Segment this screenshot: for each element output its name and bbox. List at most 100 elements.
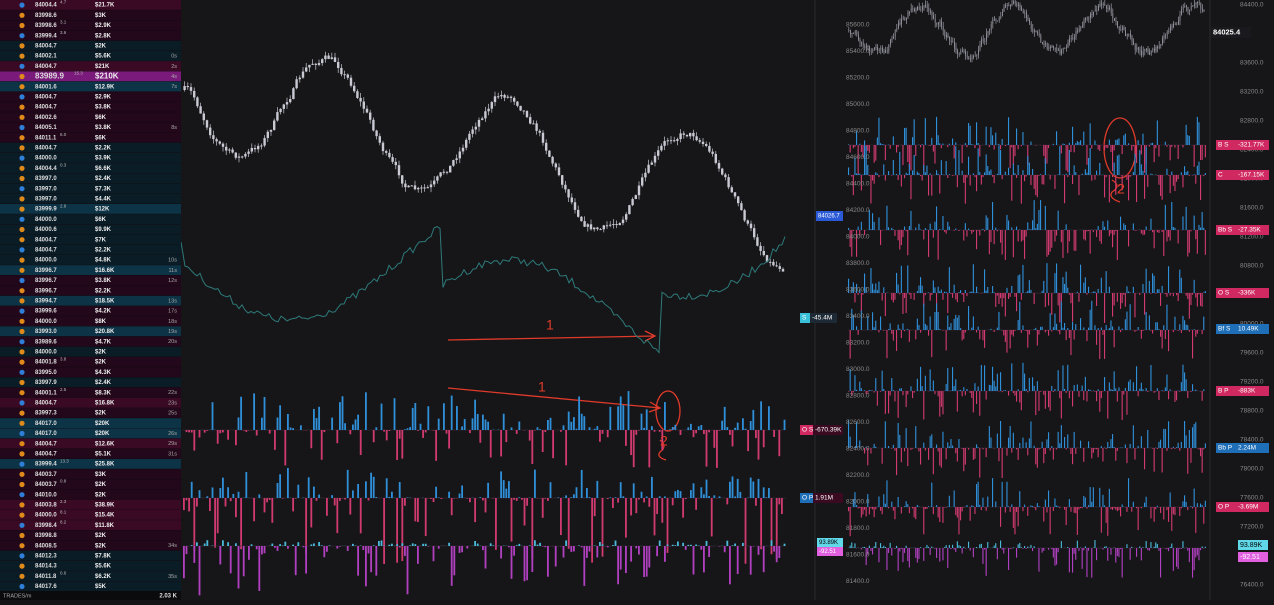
volume-bar <box>1061 302 1062 330</box>
volume-bar <box>962 293 963 295</box>
volume-bar <box>1114 293 1115 305</box>
volume-bar <box>1190 230 1191 231</box>
volume-bar <box>914 391 915 393</box>
volume-bar <box>1035 391 1036 415</box>
candle <box>1164 36 1165 38</box>
volume-bar <box>1150 174 1151 175</box>
volume-bar <box>1126 145 1127 146</box>
volume-bar <box>568 412 570 430</box>
volume-bar <box>183 498 185 510</box>
volume-bar <box>752 481 754 498</box>
volume-bar <box>1202 448 1203 473</box>
trade-size: $12K <box>95 207 110 213</box>
volume-bar <box>891 330 892 334</box>
tag-value: -321.77K <box>1238 142 1265 149</box>
trade-price: 83998.8 <box>35 533 57 539</box>
volume-bar <box>1133 223 1134 230</box>
candle <box>1031 23 1032 29</box>
volume-bar <box>1197 230 1198 254</box>
trade-price: 84004.7 <box>35 105 57 111</box>
volume-bar <box>909 330 910 342</box>
volume-bar <box>1194 280 1195 293</box>
volume-bar <box>1034 293 1035 304</box>
volume-bar <box>760 498 762 549</box>
candle <box>622 220 624 223</box>
volume-bar <box>245 472 247 498</box>
volume-bar <box>851 542 852 548</box>
volume-bar <box>773 546 775 552</box>
volume-bar <box>721 421 723 430</box>
candle <box>609 225 611 226</box>
trade-row <box>0 204 181 214</box>
volume-bar <box>848 507 849 511</box>
volume-bar <box>1146 497 1147 507</box>
volume-bar <box>1054 389 1055 391</box>
candle <box>933 15 934 18</box>
volume-bar <box>858 507 859 508</box>
volume-bar <box>957 507 958 518</box>
volume-bar <box>869 546 870 548</box>
volume-bar <box>448 430 450 449</box>
volume-bar <box>1176 548 1177 567</box>
volume-bar <box>979 448 980 478</box>
volume-bar <box>1024 546 1025 548</box>
volume-bar <box>1198 293 1199 294</box>
volume-bar <box>672 545 674 546</box>
volume-bar <box>1059 443 1060 448</box>
volume-bar <box>1086 507 1087 509</box>
volume-bar <box>926 507 927 509</box>
volume-bar <box>334 498 336 505</box>
candle <box>251 148 253 152</box>
volume-bar <box>607 430 609 437</box>
candle <box>644 173 646 178</box>
volume-bar <box>1043 281 1044 293</box>
volume-bar <box>297 485 299 498</box>
volume-bar <box>695 498 697 510</box>
volume-bar <box>880 316 881 330</box>
volume-bar <box>1187 325 1188 330</box>
volume-bar <box>1018 448 1019 460</box>
volume-bar <box>877 137 878 145</box>
volume-bar <box>1067 230 1068 253</box>
volume-bar <box>1109 140 1110 145</box>
volume-bar <box>1202 546 1203 548</box>
volume-bar <box>222 430 224 432</box>
candle <box>676 139 678 141</box>
footer-label: TRADES/m <box>3 593 32 599</box>
trade-size: $2.4K <box>95 380 112 386</box>
volume-bar <box>1166 548 1167 549</box>
candle <box>468 134 470 140</box>
volume-bar <box>978 482 979 507</box>
candle <box>683 133 685 134</box>
volume-bar <box>339 402 341 430</box>
volume-bar <box>1098 328 1099 330</box>
volume-bar <box>602 544 604 546</box>
volume-bar <box>422 544 424 546</box>
volume-bar <box>938 448 939 451</box>
trade-change: 13.3 <box>60 458 69 463</box>
volume-bar <box>898 145 899 147</box>
trade-size: $7.3K <box>95 186 112 192</box>
volume-bar <box>978 327 979 330</box>
volume-bar <box>966 293 967 296</box>
volume-bar <box>1088 548 1089 551</box>
volume-bar <box>885 421 886 448</box>
volume-bar <box>1203 389 1204 391</box>
volume-bar <box>926 325 927 330</box>
price-axis-label: 85200.0 <box>846 75 870 82</box>
volume-bar <box>1171 145 1172 147</box>
volume-bar <box>976 122 977 145</box>
volume-bar <box>1173 548 1174 571</box>
candle <box>462 148 464 152</box>
trade-size: $8.3K <box>95 390 112 396</box>
volume-bar <box>954 386 955 391</box>
volume-bar <box>1203 292 1204 293</box>
volume-bar <box>1170 175 1171 193</box>
candle <box>423 187 425 188</box>
volume-bar <box>963 387 964 391</box>
volume-bar <box>1104 330 1105 359</box>
volume-bar <box>888 446 889 448</box>
volume-bar <box>1008 438 1009 448</box>
volume-bar <box>1149 230 1150 231</box>
volume-bar <box>399 430 401 439</box>
